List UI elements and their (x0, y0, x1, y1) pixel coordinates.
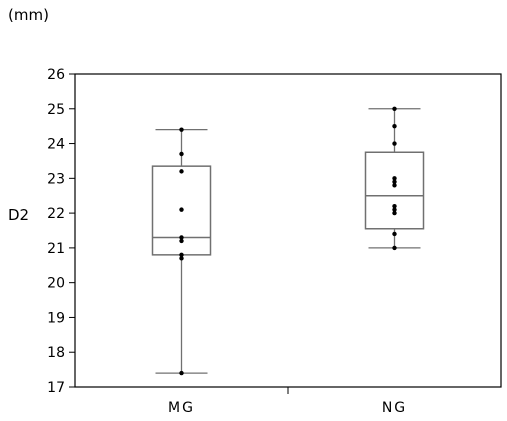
plot-frame (74, 73, 502, 388)
iqr-box (364, 151, 425, 230)
data-point (179, 127, 184, 132)
y-tick-label: 20 (47, 276, 65, 292)
x-category-label: MG (168, 400, 195, 416)
x-category-label: NG (382, 400, 407, 416)
data-point (392, 203, 397, 209)
y-tick-label: 21 (47, 241, 65, 257)
data-point (179, 151, 184, 157)
data-point (179, 238, 184, 244)
y-tick-label: 23 (47, 171, 65, 187)
data-point (392, 207, 397, 212)
data-point (392, 245, 397, 251)
y-tick-label: 26 (47, 67, 65, 83)
y-tick-label: 22 (47, 206, 65, 222)
y-tick-label: 19 (47, 310, 65, 326)
data-point (179, 235, 184, 240)
y-unit-label: (mm) (8, 6, 49, 24)
y-tick-label: 25 (47, 102, 65, 118)
data-point (392, 106, 397, 111)
data-point (179, 252, 184, 258)
data-point (179, 207, 184, 212)
data-point (392, 179, 397, 185)
y-tick-label: 18 (47, 345, 65, 361)
y-axis-label: D2 (8, 206, 30, 224)
data-point (179, 256, 184, 261)
data-point (392, 183, 397, 188)
data-point (392, 176, 397, 181)
data-point (179, 169, 184, 174)
data-point (392, 231, 397, 237)
data-point (392, 123, 397, 129)
y-tick-label: 17 (47, 380, 65, 396)
data-point (392, 210, 397, 216)
data-point (392, 141, 397, 146)
y-tick-label: 24 (47, 137, 65, 153)
data-point (179, 370, 184, 376)
